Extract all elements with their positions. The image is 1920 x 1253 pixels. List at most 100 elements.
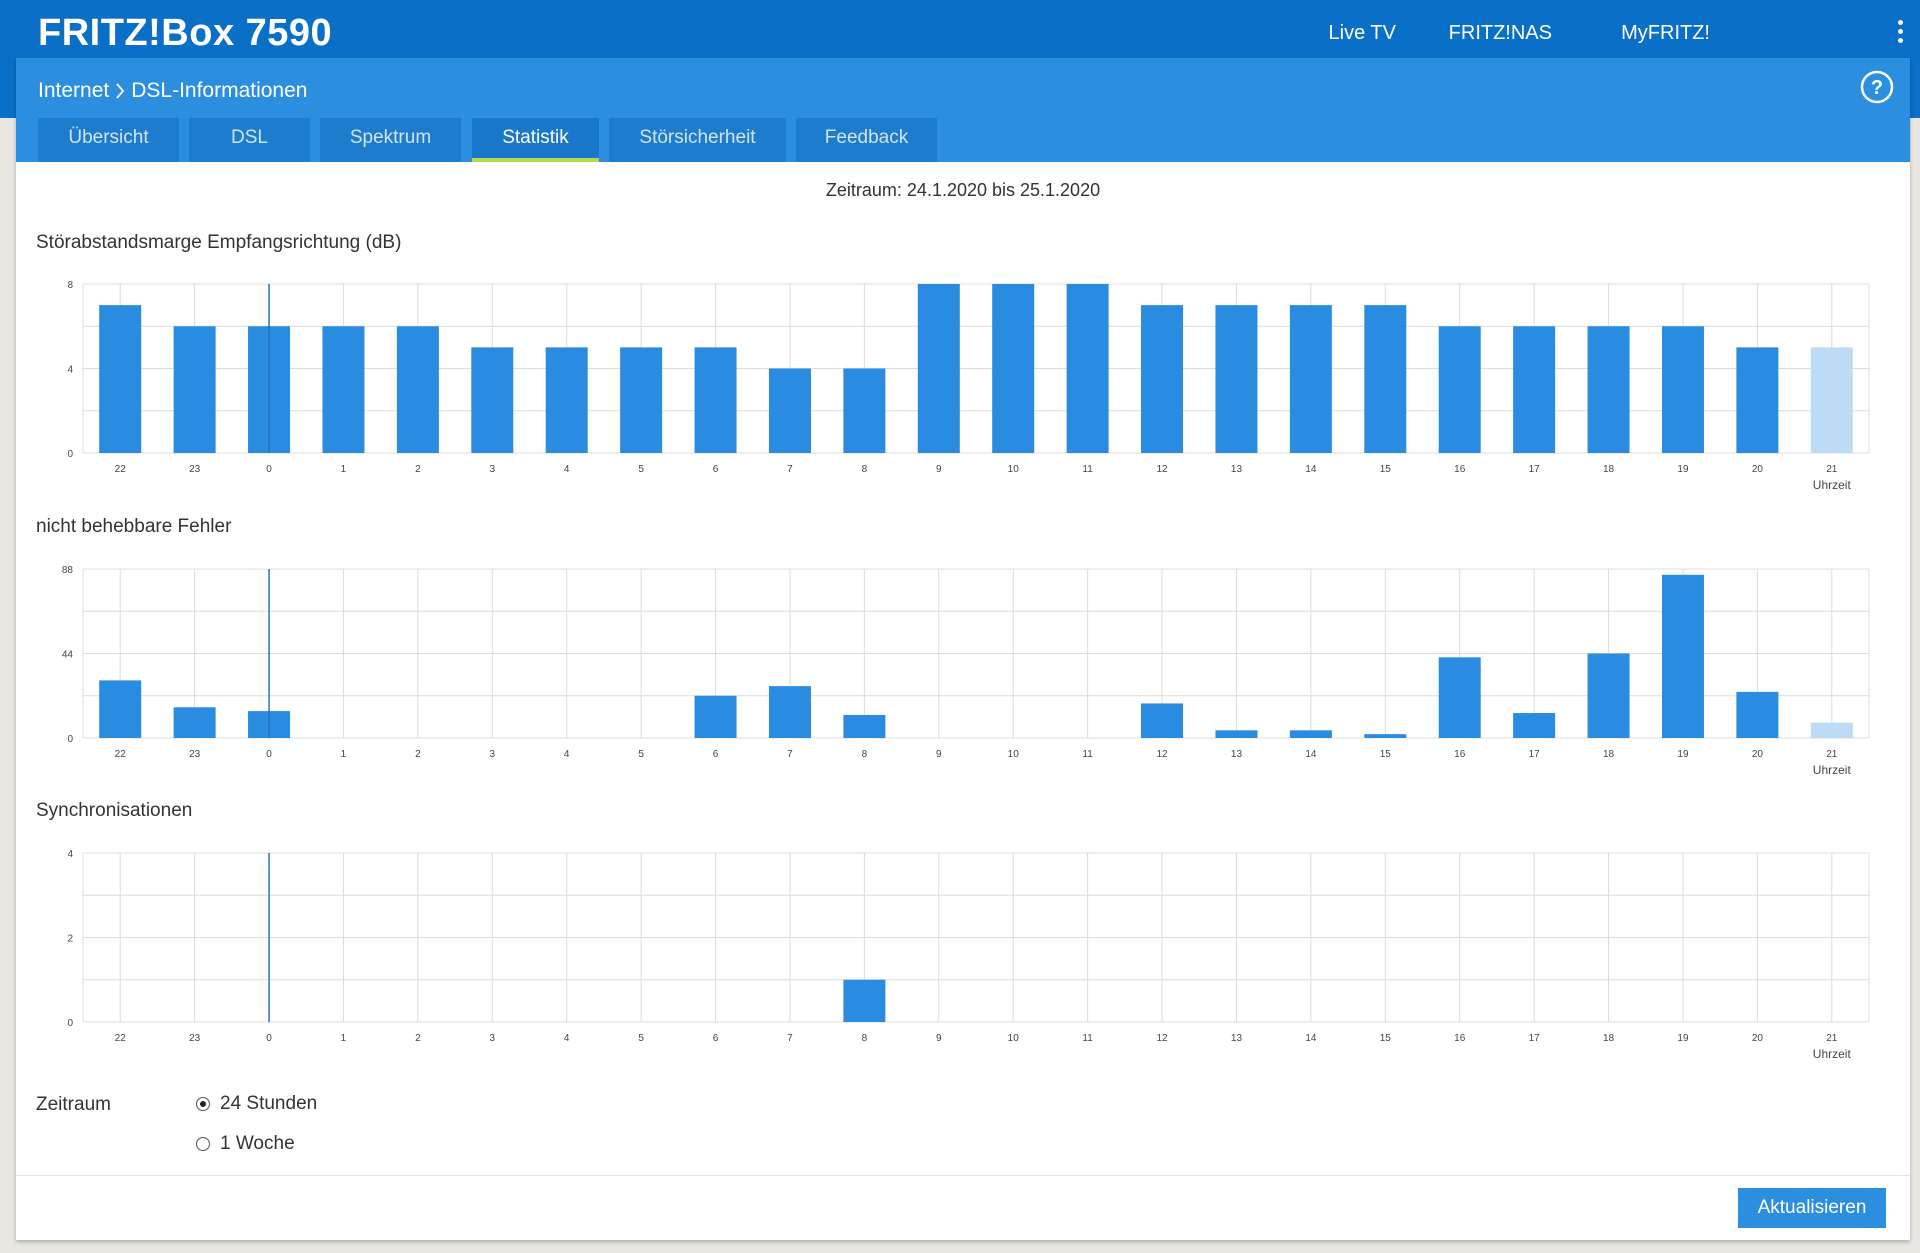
- bar-21: [1810, 347, 1853, 453]
- x-tick-label: 21: [1826, 1033, 1838, 1044]
- x-axis-label: Uhrzeit: [1813, 478, 1852, 492]
- radio-1week[interactable]: [196, 1137, 210, 1151]
- bar-13: [1215, 730, 1258, 738]
- help-icon[interactable]: ?: [1860, 70, 1894, 104]
- more-menu-icon[interactable]: [1898, 20, 1904, 44]
- nav-fritz-nas[interactable]: FRITZ!NAS: [1448, 22, 1552, 44]
- range-option-1week[interactable]: 1 Woche: [196, 1131, 295, 1157]
- bar-8: [843, 979, 886, 1022]
- radio-24h[interactable]: [196, 1097, 210, 1111]
- x-tick-label: 11: [1082, 749, 1093, 760]
- bar-15: [1364, 305, 1407, 453]
- breadcrumb: Internet DSL-Informationen: [38, 74, 307, 108]
- chart-title-sync: Synchronisationen: [36, 800, 193, 821]
- refresh-button[interactable]: Aktualisieren: [1738, 1188, 1886, 1228]
- bar-21: [1810, 722, 1853, 738]
- x-tick-label: 6: [713, 749, 719, 760]
- tab-uebersicht[interactable]: Übersicht: [38, 118, 179, 162]
- x-tick-label: 11: [1082, 1033, 1093, 1044]
- tab-feedback[interactable]: Feedback: [796, 118, 937, 162]
- nav-myfritz[interactable]: MyFRITZ!: [1621, 22, 1710, 44]
- bar-7: [768, 686, 811, 738]
- x-tick-label: 15: [1380, 1033, 1392, 1044]
- breadcrumb-internet[interactable]: Internet: [38, 79, 110, 102]
- bar-23: [173, 707, 216, 738]
- x-tick-label: 15: [1380, 749, 1392, 760]
- y-tick-label: 44: [62, 650, 74, 661]
- content-panel: Internet DSL-Informationen ? Übersicht D…: [16, 58, 1910, 1240]
- bar-12: [1141, 703, 1184, 738]
- tab-stoersicherheit[interactable]: Störsicherheit: [609, 118, 786, 162]
- x-tick-label: 18: [1603, 1033, 1615, 1044]
- x-tick-label: 6: [713, 1033, 719, 1044]
- bar-6: [694, 695, 737, 738]
- bar-16: [1438, 326, 1481, 453]
- x-tick-label: 22: [115, 464, 127, 475]
- bar-3: [471, 347, 514, 453]
- x-tick-label: 17: [1529, 1033, 1541, 1044]
- svg-text:?: ?: [1871, 77, 1883, 99]
- bar-19: [1661, 326, 1704, 453]
- x-tick-label: 2: [415, 464, 421, 475]
- y-tick-label: 4: [67, 365, 73, 376]
- bar-1: [322, 326, 365, 453]
- bar-4: [545, 347, 588, 453]
- range-label: Zeitraum: [36, 1094, 111, 1115]
- bar-8: [843, 714, 886, 738]
- footer-divider: [16, 1175, 1910, 1176]
- x-tick-label: 13: [1231, 464, 1243, 475]
- nav-live-tv[interactable]: Live TV: [1328, 22, 1396, 44]
- chart-grid: [82, 852, 1870, 1023]
- x-tick-label: 20: [1752, 464, 1764, 475]
- x-tick-label: 7: [787, 464, 793, 475]
- range-option-24h[interactable]: 24 Stunden: [196, 1091, 317, 1117]
- tab-statistik[interactable]: Statistik: [472, 118, 599, 162]
- x-tick-label: 9: [936, 1033, 942, 1044]
- y-tick-label: 4: [67, 849, 73, 860]
- x-tick-label: 20: [1752, 749, 1764, 760]
- tab-dsl[interactable]: DSL: [189, 118, 310, 162]
- x-tick-label: 9: [936, 749, 942, 760]
- bar-18: [1587, 653, 1630, 738]
- x-tick-label: 13: [1231, 1033, 1243, 1044]
- x-tick-label: 10: [1008, 464, 1020, 475]
- bar-5: [620, 347, 663, 453]
- x-tick-label: 23: [189, 1033, 201, 1044]
- chart-title-snr: Störabstandsmarge Empfangsrichtung (dB): [36, 232, 402, 253]
- range-option-1week-label: 1 Woche: [220, 1133, 295, 1154]
- x-tick-label: 2: [415, 749, 421, 760]
- period-text: Zeitraum: 24.1.2020 bis 25.1.2020: [825, 180, 1101, 200]
- tab-spektrum[interactable]: Spektrum: [320, 118, 461, 162]
- x-tick-label: 21: [1826, 464, 1838, 475]
- x-tick-label: 21: [1826, 749, 1838, 760]
- bar-12: [1141, 305, 1184, 453]
- x-tick-label: 17: [1529, 749, 1541, 760]
- bar-6: [694, 347, 737, 453]
- x-tick-label: 3: [490, 1033, 496, 1044]
- range-option-24h-label: 24 Stunden: [220, 1093, 318, 1114]
- product-title: FRITZ!Box 7590: [38, 12, 333, 54]
- bar-22: [99, 305, 142, 453]
- x-tick-label: 8: [862, 464, 868, 475]
- x-tick-label: 19: [1677, 749, 1689, 760]
- x-tick-label: 12: [1156, 1033, 1168, 1044]
- x-tick-label: 0: [266, 464, 272, 475]
- x-axis-label: Uhrzeit: [1813, 1047, 1852, 1061]
- x-tick-label: 16: [1454, 749, 1466, 760]
- bar-9: [917, 284, 960, 453]
- page-header: Internet DSL-Informationen ? Übersicht D…: [16, 58, 1910, 162]
- x-axis-label: Uhrzeit: [1813, 763, 1852, 777]
- bar-16: [1438, 657, 1481, 738]
- y-tick-label: 88: [62, 565, 74, 576]
- x-tick-label: 22: [115, 1033, 127, 1044]
- x-tick-label: 6: [713, 464, 719, 475]
- x-tick-label: 1: [341, 464, 347, 475]
- x-tick-label: 16: [1454, 1033, 1466, 1044]
- chart-title-errors: nicht behebbare Fehler: [36, 516, 232, 537]
- x-tick-label: 14: [1305, 464, 1317, 475]
- y-tick-label: 8: [67, 280, 73, 291]
- bar-8: [843, 368, 886, 453]
- x-tick-label: 16: [1454, 464, 1466, 475]
- x-tick-label: 4: [564, 464, 570, 475]
